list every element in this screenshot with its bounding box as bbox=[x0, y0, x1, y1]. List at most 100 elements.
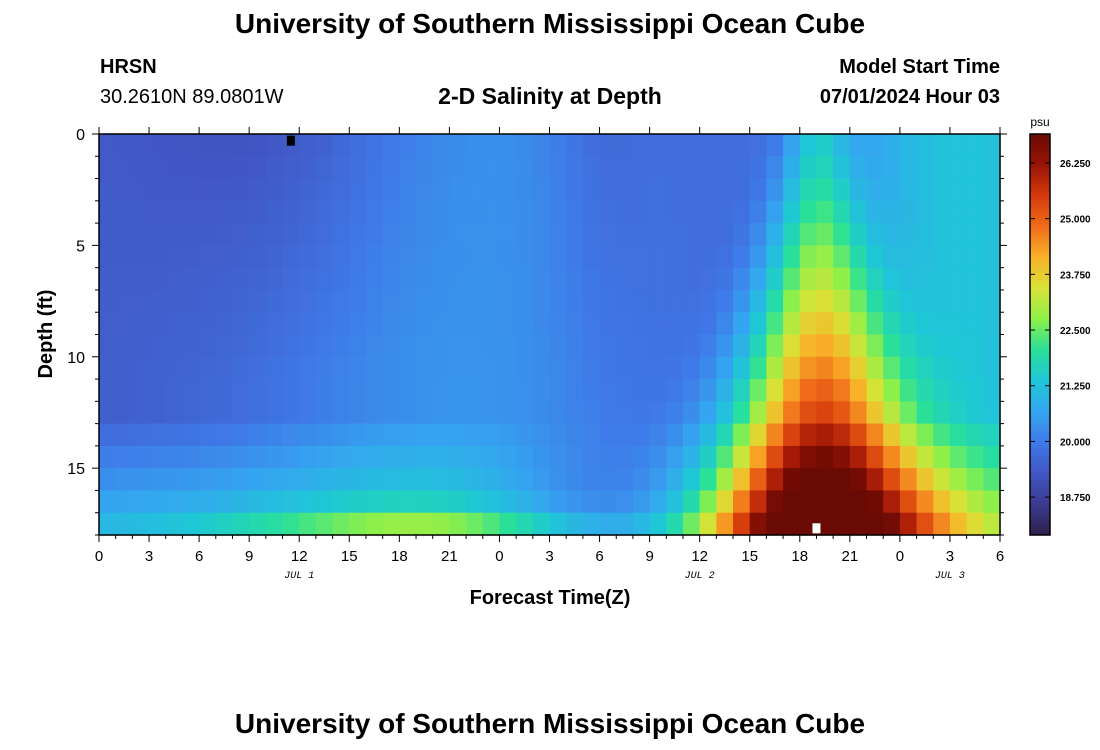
heatmap-cell bbox=[165, 245, 184, 269]
x-axis: 0 3 6 9 12 15 18 21 0 3 6 9 12 15 18 21 0 3 6 JUL 1 JUL 2 JUL… bbox=[95, 127, 1004, 582]
heatmap-cell bbox=[249, 289, 267, 313]
heatmap-cell bbox=[215, 356, 234, 380]
heatmap-cell bbox=[482, 156, 501, 180]
heatmap-cell bbox=[232, 445, 250, 469]
heatmap-cell bbox=[315, 401, 334, 425]
heatmap-cell bbox=[315, 356, 334, 380]
heatmap-cell bbox=[749, 267, 768, 291]
heatmap-cell bbox=[849, 512, 868, 536]
heatmap-cell bbox=[165, 512, 184, 536]
heatmap-cell bbox=[516, 401, 534, 425]
heatmap-cell bbox=[599, 178, 617, 202]
heatmap-cell bbox=[599, 312, 617, 336]
heatmap-cell bbox=[866, 156, 884, 180]
heatmap-cell bbox=[783, 468, 801, 492]
heatmap-cell bbox=[599, 334, 617, 358]
heatmap-cell bbox=[332, 134, 350, 157]
heatmap-cell bbox=[949, 289, 968, 313]
heatmap-cell bbox=[566, 156, 584, 180]
heatmap-cell bbox=[165, 490, 184, 514]
heatmap-cell bbox=[149, 334, 167, 358]
heatmap-cell bbox=[482, 423, 501, 447]
heatmap-cell bbox=[949, 423, 968, 447]
heatmap-cell bbox=[315, 512, 334, 536]
heatmap-cell bbox=[666, 356, 684, 380]
heatmap-cell bbox=[983, 423, 1001, 447]
station-name: HRSN bbox=[100, 56, 157, 78]
heatmap-cell bbox=[716, 468, 734, 492]
heatmap-cell bbox=[449, 223, 467, 246]
heatmap-cell bbox=[199, 356, 217, 380]
heatmap-cell bbox=[332, 468, 350, 492]
heatmap-cell bbox=[466, 401, 484, 425]
heatmap-cell bbox=[132, 356, 150, 380]
heatmap-cell bbox=[599, 267, 617, 291]
heatmap-cell bbox=[866, 245, 884, 269]
heatmap-cell bbox=[115, 356, 133, 380]
heatmap-cell bbox=[616, 445, 634, 469]
heatmap-cell bbox=[182, 379, 200, 402]
heatmap-cell bbox=[365, 356, 384, 380]
heatmap-cell bbox=[365, 401, 384, 425]
heatmap-cell bbox=[482, 401, 501, 425]
heatmap-cell bbox=[449, 267, 467, 291]
heatmap-cell bbox=[399, 223, 417, 246]
heatmap-cell bbox=[599, 379, 617, 402]
heatmap-cell bbox=[165, 356, 184, 380]
heatmap-cell bbox=[315, 423, 334, 447]
x-tick-label: 12 bbox=[691, 548, 708, 565]
heatmap-cell bbox=[649, 223, 667, 246]
heatmap-cell bbox=[966, 512, 984, 536]
heatmap-cell bbox=[349, 468, 367, 492]
heatmap-cell bbox=[99, 334, 117, 358]
heatmap-cell bbox=[499, 379, 517, 402]
heatmap-cell bbox=[466, 200, 484, 224]
heatmap-cell bbox=[866, 512, 884, 536]
heatmap-cell bbox=[733, 490, 751, 514]
heatmap-cell bbox=[99, 312, 117, 336]
heatmap-cell bbox=[616, 178, 634, 202]
heatmap-cell bbox=[449, 312, 467, 336]
heatmap-cell bbox=[566, 134, 584, 157]
x-tick-label: 12 bbox=[291, 548, 308, 565]
heatmap-cell bbox=[482, 312, 501, 336]
heatmap-cell bbox=[365, 223, 384, 246]
heatmap-cell bbox=[365, 289, 384, 313]
heatmap-cell bbox=[132, 445, 150, 469]
heatmap-cell bbox=[532, 267, 551, 291]
heatmap-cell bbox=[449, 423, 467, 447]
heatmap-cell bbox=[649, 490, 667, 514]
heatmap-cell bbox=[232, 200, 250, 224]
heatmap-cell bbox=[99, 134, 117, 157]
x-axis-label: Forecast Time(Z) bbox=[470, 587, 631, 609]
heatmap-cell bbox=[332, 512, 350, 536]
heatmap-cell bbox=[115, 401, 133, 425]
heatmap-cell bbox=[349, 334, 367, 358]
heatmap-cell bbox=[182, 245, 200, 269]
heatmap-cell bbox=[249, 267, 267, 291]
heatmap-cell bbox=[966, 423, 984, 447]
heatmap-cell bbox=[332, 490, 350, 514]
y-axis: 0 5 10 15 bbox=[67, 127, 1007, 536]
x-tick-label: 0 bbox=[896, 548, 904, 565]
heatmap-cell bbox=[332, 200, 350, 224]
heatmap-cell bbox=[632, 312, 651, 336]
heatmap-cell bbox=[549, 490, 567, 514]
heatmap-cell bbox=[332, 267, 350, 291]
heatmap-cell bbox=[432, 468, 450, 492]
heatmap-cell bbox=[532, 289, 551, 313]
heatmap-cell bbox=[833, 356, 851, 380]
heatmap-cell bbox=[99, 490, 117, 514]
heatmap-cell bbox=[432, 200, 450, 224]
heatmap-cell bbox=[149, 512, 167, 536]
heatmap-cell bbox=[382, 156, 400, 180]
heatmap-cell bbox=[682, 178, 701, 202]
heatmap-cell bbox=[365, 178, 384, 202]
heatmap-cell bbox=[249, 490, 267, 514]
heatmap-cell bbox=[682, 200, 701, 224]
heatmap-cell bbox=[699, 401, 717, 425]
heatmap-cell bbox=[232, 289, 250, 313]
heatmap-cell bbox=[599, 468, 617, 492]
heatmap-cell bbox=[399, 468, 417, 492]
heatmap-cell bbox=[783, 512, 801, 536]
